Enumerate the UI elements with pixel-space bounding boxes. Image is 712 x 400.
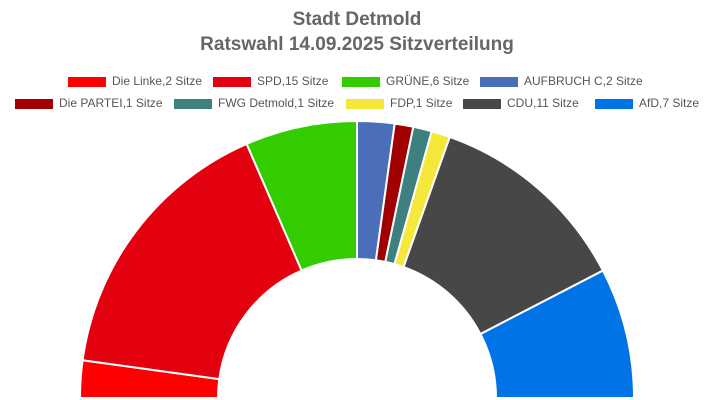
legend-label: Die Linke,2 Sitze (112, 74, 202, 88)
legend-swatch (595, 99, 633, 109)
legend-label: FDP,1 Sitze (390, 96, 453, 110)
legend-label: Die PARTEI,1 Sitze (59, 96, 163, 110)
chart-subtitle: Ratswahl 14.09.2025 Sitzverteilung (200, 34, 514, 55)
legend-swatch (463, 99, 501, 109)
legend-label: FWG Detmold,1 Sitze (218, 96, 334, 110)
legend-swatch (480, 77, 518, 87)
legend-swatch (68, 77, 106, 87)
legend-label: CDU,11 Sitze (507, 96, 579, 110)
legend-label: AfD,7 Sitze (639, 96, 699, 110)
seat-segment (81, 142, 303, 381)
legend-swatch (174, 99, 212, 109)
legend-swatch (213, 77, 251, 87)
legend-swatch (342, 77, 380, 87)
legend-label: GRÜNE,6 Sitze (386, 74, 470, 88)
legend-label: AUFBRUCH C,2 Sitze (524, 74, 643, 88)
chart-title: Stadt Detmold (293, 9, 422, 30)
seat-segment (479, 269, 636, 399)
legend-label: SPD,15 Sitze (257, 74, 329, 88)
legend-swatch (15, 99, 53, 109)
legend-swatch (346, 99, 384, 109)
seat-segment (402, 135, 605, 336)
